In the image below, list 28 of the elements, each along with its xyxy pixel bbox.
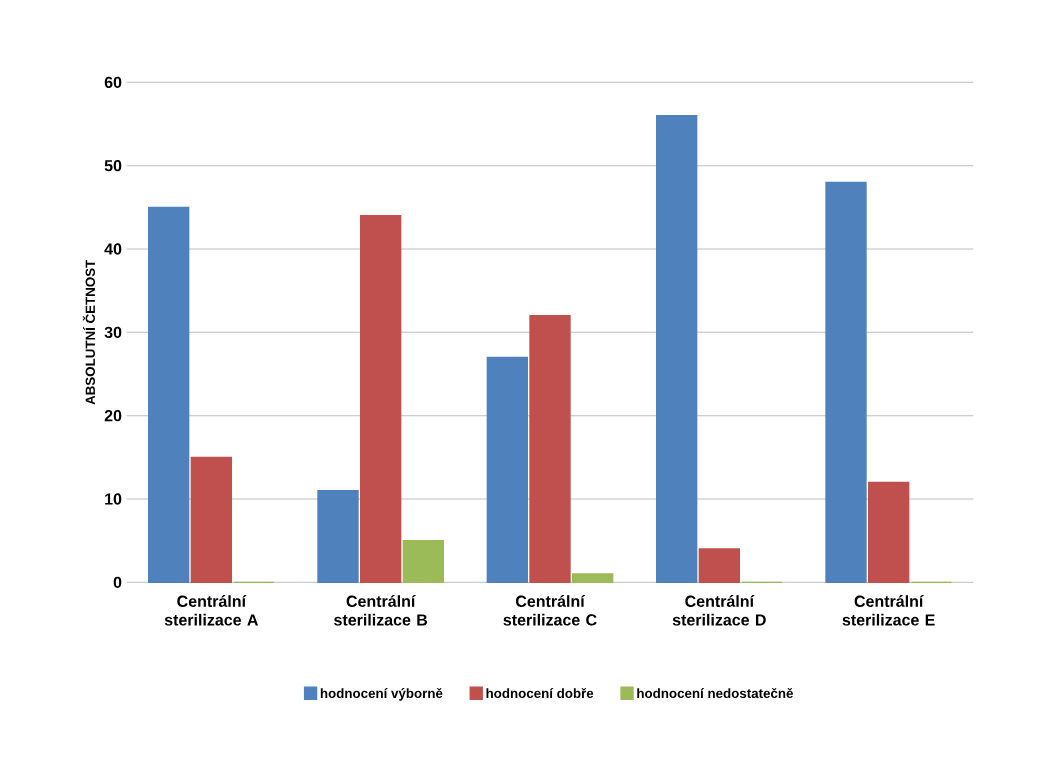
- y-tick-label: 10: [105, 493, 122, 505]
- y-tick-label: 20: [104, 410, 122, 422]
- bar: [656, 115, 698, 583]
- x-tick-label: Centrální sterilizace E: [842, 595, 935, 626]
- bar: [360, 215, 402, 583]
- x-tick-label: Centrální sterilizace B: [334, 595, 428, 626]
- y-tick-label: 40: [104, 243, 122, 255]
- bar: [486, 356, 529, 583]
- x-tick-label: Centrální sterilizace D: [672, 595, 766, 626]
- legend-label: hodnocení nedostatečně: [637, 687, 793, 699]
- bar: [190, 456, 233, 583]
- y-tick-label: 60: [104, 76, 122, 88]
- bar: [825, 181, 867, 583]
- bar: [148, 206, 190, 583]
- y-axis-title: ABSOLUTNÍ ČETNOST: [82, 259, 96, 405]
- y-tick-label: 30: [104, 326, 122, 339]
- x-tick-label: Centrální sterilizace A: [164, 595, 259, 626]
- legend-label: hodnocení dobře: [486, 687, 594, 699]
- y-tick-label: 0: [113, 576, 122, 588]
- x-tick-label: Centrální sterilizace C: [503, 595, 597, 626]
- legend-label: hodnocení výborně: [320, 687, 443, 701]
- bar: [868, 481, 910, 583]
- y-tick-label: 50: [104, 160, 122, 172]
- bar: [402, 540, 445, 583]
- bar: [529, 315, 571, 583]
- bar: [317, 490, 359, 583]
- bar: [572, 573, 614, 583]
- bar: [698, 548, 740, 583]
